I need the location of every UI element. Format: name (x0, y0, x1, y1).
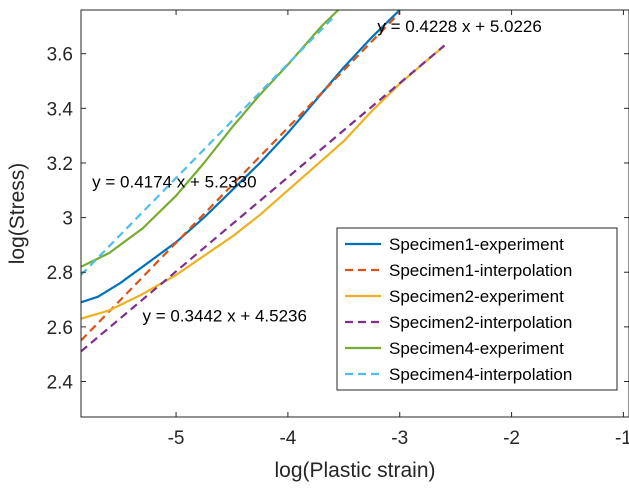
x-tick-label: -2 (503, 428, 520, 449)
x-tick-label: -1 (615, 428, 629, 449)
axis-ticks: -5 -4 -3 -2 -1 2.4 2.6 2.8 3 3.2 3.4 3.6 (47, 10, 629, 449)
series-line-1 (81, 10, 401, 304)
x-tick-label: -4 (279, 428, 296, 449)
plot-series (81, 10, 446, 353)
y-tick-label: 3.2 (47, 154, 73, 175)
x-axis-label: log(Plastic strain) (274, 459, 435, 482)
fit-equation-annotation: y = 0.4174 x + 5.2330 (92, 173, 256, 192)
y-tick-label: 2.4 (47, 372, 74, 393)
legend-entry: Specimen4-interpolation (389, 365, 572, 384)
plot-area-frame (80, 9, 629, 418)
y-tick-label: 3 (62, 209, 73, 230)
legend-entry: Specimen4-experiment (389, 339, 564, 358)
x-tick-label: -3 (391, 428, 408, 449)
y-tick-label: 3.6 (47, 45, 73, 66)
legend: Specimen1-experiment Specimen1-interpolat… (336, 227, 618, 391)
x-tick-label: -5 (168, 428, 185, 449)
series-line-5 (81, 10, 339, 268)
fit-equation-annotation: y = 0.3442 x + 4.5236 (143, 306, 307, 325)
legend-entry: Specimen2-interpolation (389, 313, 572, 332)
y-tick-label: 2.8 (47, 263, 73, 284)
series-line-4 (81, 44, 446, 353)
annotations: y = 0.4228 x + 5.0226 y = 0.4174 x + 5.23… (92, 17, 542, 326)
fit-equation-annotation: y = 0.4228 x + 5.0226 (377, 17, 541, 36)
series-line-6 (81, 17, 334, 276)
legend-entry: Specimen1-experiment (389, 235, 564, 254)
y-axis-label: log(Stress) (6, 163, 29, 265)
legend-entry: Specimen2-experiment (389, 287, 564, 306)
y-tick-label: 2.6 (47, 318, 73, 339)
series-line-2 (81, 11, 401, 342)
y-tick-label: 3.4 (47, 99, 74, 120)
legend-box (336, 227, 618, 391)
legend-entry: Specimen1-interpolation (389, 261, 572, 280)
